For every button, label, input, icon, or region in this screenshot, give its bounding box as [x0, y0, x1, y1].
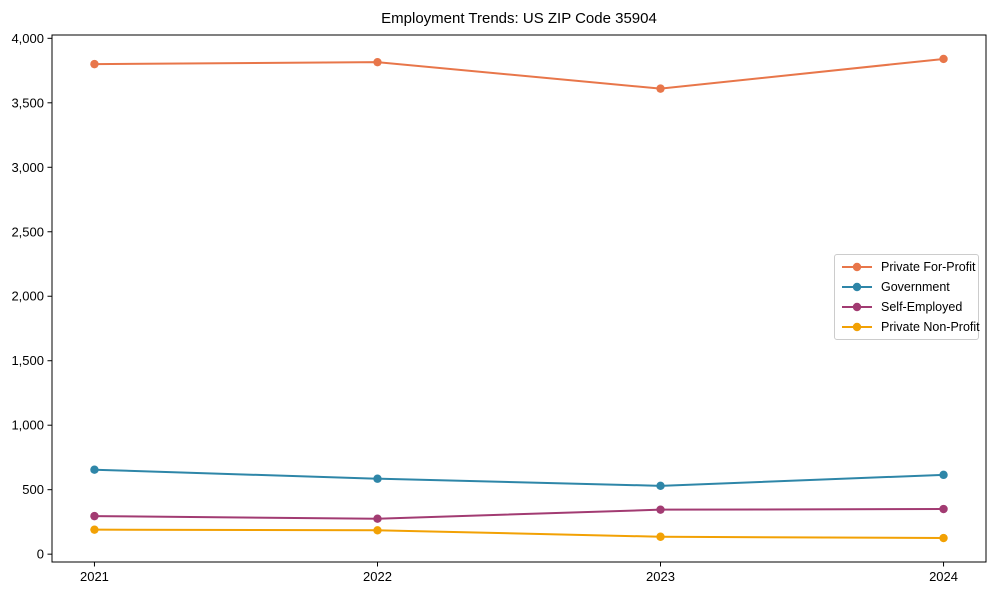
legend-line-marker-icon	[842, 282, 872, 292]
plot-border	[51, 34, 987, 563]
series-line-private-non-profit	[93, 528, 945, 540]
data-point-self-employed-2021	[90, 511, 99, 521]
legend-item-private-non-profit: Private Non-Profit	[842, 317, 980, 337]
data-point-private-non-profit-2023	[656, 532, 665, 541]
data-point-private-for-profit-2021	[90, 59, 99, 69]
y-tick-label: 1,000	[11, 418, 44, 433]
series-line-self-employed	[93, 508, 945, 520]
y-tick-label: 1,500	[11, 353, 44, 368]
chart-legend: Private For-Profit Government Self-Employe…	[834, 254, 980, 340]
y-tick-label: 500	[22, 482, 44, 497]
x-tick-label: 2023	[646, 569, 675, 584]
series-line-government	[93, 468, 945, 487]
data-point-self-employed-2023	[656, 505, 665, 514]
data-point-government-2021	[90, 465, 99, 474]
x-tick-label: 2024	[929, 569, 958, 584]
y-tick-label: 4,000	[11, 31, 44, 46]
legend-line-marker-icon	[842, 262, 872, 272]
legend-line-marker-icon	[842, 302, 872, 312]
chart-title: Employment Trends: US ZIP Code 35904	[381, 10, 657, 27]
y-tick-label: 2,500	[11, 224, 44, 239]
legend-line-marker-icon	[842, 322, 872, 332]
legend-label: Government	[881, 280, 950, 294]
legend-item-government: Government	[842, 277, 971, 297]
data-point-private-non-profit-2021	[90, 525, 99, 534]
y-tick-label: 2,000	[11, 289, 44, 304]
data-point-private-non-profit-2022	[373, 526, 382, 535]
x-tick-label: 2021	[80, 569, 109, 584]
data-point-self-employed-2024	[939, 504, 948, 514]
legend-label: Self-Employed	[881, 300, 963, 314]
data-point-government-2022	[373, 474, 382, 483]
legend-item-self-employed: Self-Employed	[842, 297, 971, 317]
data-point-private-for-profit-2023	[656, 84, 665, 93]
data-point-private-for-profit-2024	[939, 54, 948, 64]
y-tick-label: 3,500	[11, 95, 44, 110]
y-tick-label: 3,000	[11, 160, 44, 175]
data-point-self-employed-2022	[373, 514, 382, 523]
legend-label: Private For-Profit	[881, 260, 976, 274]
data-point-private-for-profit-2022	[373, 57, 382, 67]
y-tick-label: 0	[37, 547, 44, 562]
data-point-government-2023	[656, 481, 665, 491]
series-line-private-for-profit	[93, 57, 945, 90]
x-tick-label: 2022	[363, 569, 392, 584]
data-point-government-2024	[939, 470, 948, 480]
legend-label: Private Non-Profit	[881, 320, 980, 334]
data-point-private-non-profit-2024	[939, 533, 948, 543]
legend-item-private-for-profit: Private For-Profit	[842, 257, 975, 277]
